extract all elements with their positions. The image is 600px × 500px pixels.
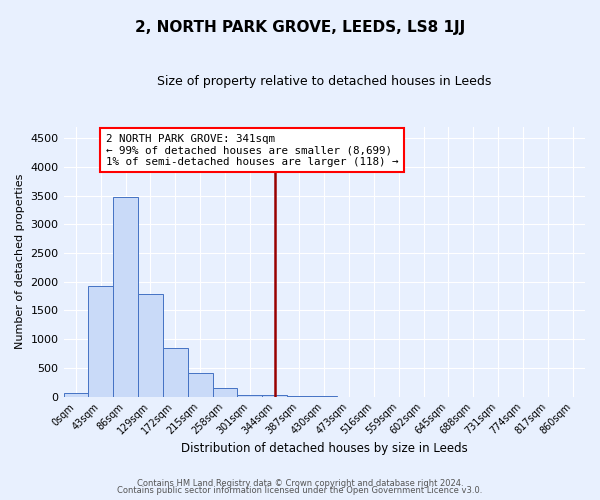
Bar (113, 197, 138, 396)
Text: 2 NORTH PARK GROVE: 341sqm
← 99% of detached houses are smaller (8,699)
1% of se: 2 NORTH PARK GROVE: 341sqm ← 99% of deta… (106, 134, 398, 167)
Text: 2, NORTH PARK GROVE, LEEDS, LS8 1JJ: 2, NORTH PARK GROVE, LEEDS, LS8 1JJ (135, 20, 465, 35)
Bar (262, 395, 287, 396)
Y-axis label: Number of detached properties: Number of detached properties (15, 174, 25, 350)
Bar (88, 286, 113, 397)
Text: Contains HM Land Registry data © Crown copyright and database right 2024.: Contains HM Land Registry data © Crown c… (137, 478, 463, 488)
Bar (163, 348, 188, 397)
Bar (138, 294, 163, 396)
Text: Contains public sector information licensed under the Open Government Licence v3: Contains public sector information licen… (118, 486, 482, 495)
Bar (64, 393, 88, 396)
X-axis label: Distribution of detached houses by size in Leeds: Distribution of detached houses by size … (181, 442, 467, 455)
Bar (238, 395, 262, 396)
Title: Size of property relative to detached houses in Leeds: Size of property relative to detached ho… (157, 75, 491, 88)
Bar (188, 372, 212, 396)
Bar (212, 388, 238, 396)
